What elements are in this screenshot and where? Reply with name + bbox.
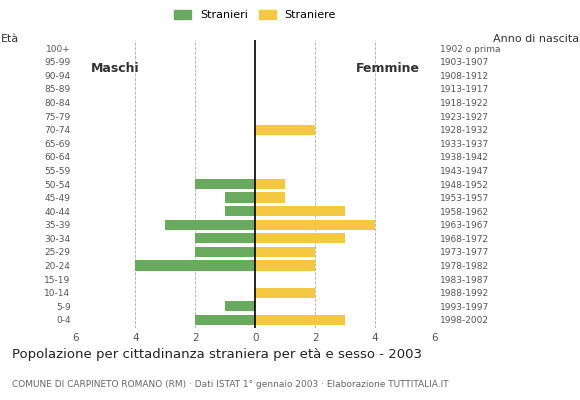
Text: Femmine: Femmine [356,62,420,75]
Bar [255,179,285,189]
Text: Maschi: Maschi [90,62,139,75]
Text: COMUNE DI CARPINETO ROMANO (RM) · Dati ISTAT 1° gennaio 2003 · Elaborazione TUTT: COMUNE DI CARPINETO ROMANO (RM) · Dati I… [12,380,448,389]
Bar [195,233,255,244]
Bar [255,233,345,244]
Bar [195,179,255,189]
Bar [195,247,255,257]
Bar [195,315,255,325]
Bar [225,192,255,203]
Bar [165,220,255,230]
Bar [255,260,315,271]
Bar [135,260,255,271]
Bar [255,288,315,298]
Text: Età: Età [1,34,19,44]
Bar [255,124,315,135]
Bar [255,247,315,257]
Bar [225,206,255,216]
Text: Anno di nascita: Anno di nascita [493,34,579,44]
Bar [255,192,285,203]
Bar [225,301,255,311]
Bar [255,315,345,325]
Text: Popolazione per cittadinanza straniera per età e sesso - 2003: Popolazione per cittadinanza straniera p… [12,348,422,361]
Bar [255,206,345,216]
Legend: Stranieri, Straniere: Stranieri, Straniere [170,6,340,25]
Bar [255,220,375,230]
